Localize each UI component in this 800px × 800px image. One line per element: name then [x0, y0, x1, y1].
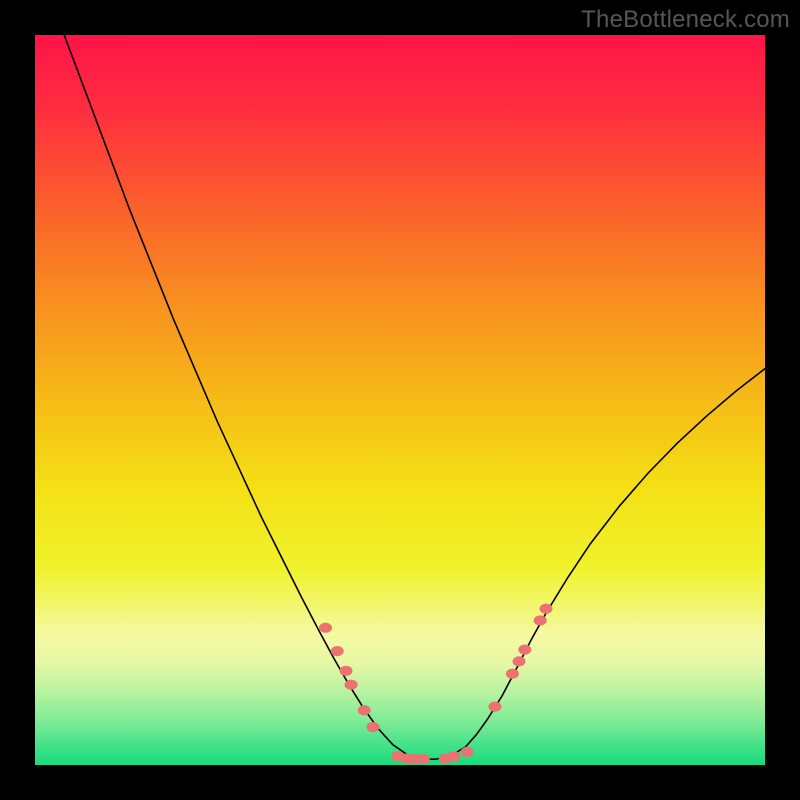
curve-marker [448, 752, 460, 761]
chart-container: TheBottleneck.com [0, 0, 800, 800]
watermark-text: TheBottleneck.com [581, 6, 790, 34]
curve-marker [367, 722, 379, 731]
curve-marker [461, 747, 473, 756]
curve-marker [331, 647, 343, 656]
curve-marker [519, 645, 531, 654]
curve-marker [534, 616, 546, 625]
curve-marker [506, 669, 518, 678]
curve-marker [345, 680, 357, 689]
plot-area [35, 35, 765, 765]
curve-marker [513, 657, 525, 666]
curve-marker [540, 604, 552, 613]
curve-marker [340, 666, 352, 675]
curve-marker [417, 755, 429, 764]
curve-marker [358, 706, 370, 715]
gradient-background [35, 35, 765, 765]
curve-marker [489, 702, 501, 711]
bottleneck-curve-chart [35, 35, 765, 765]
curve-marker [320, 623, 332, 632]
